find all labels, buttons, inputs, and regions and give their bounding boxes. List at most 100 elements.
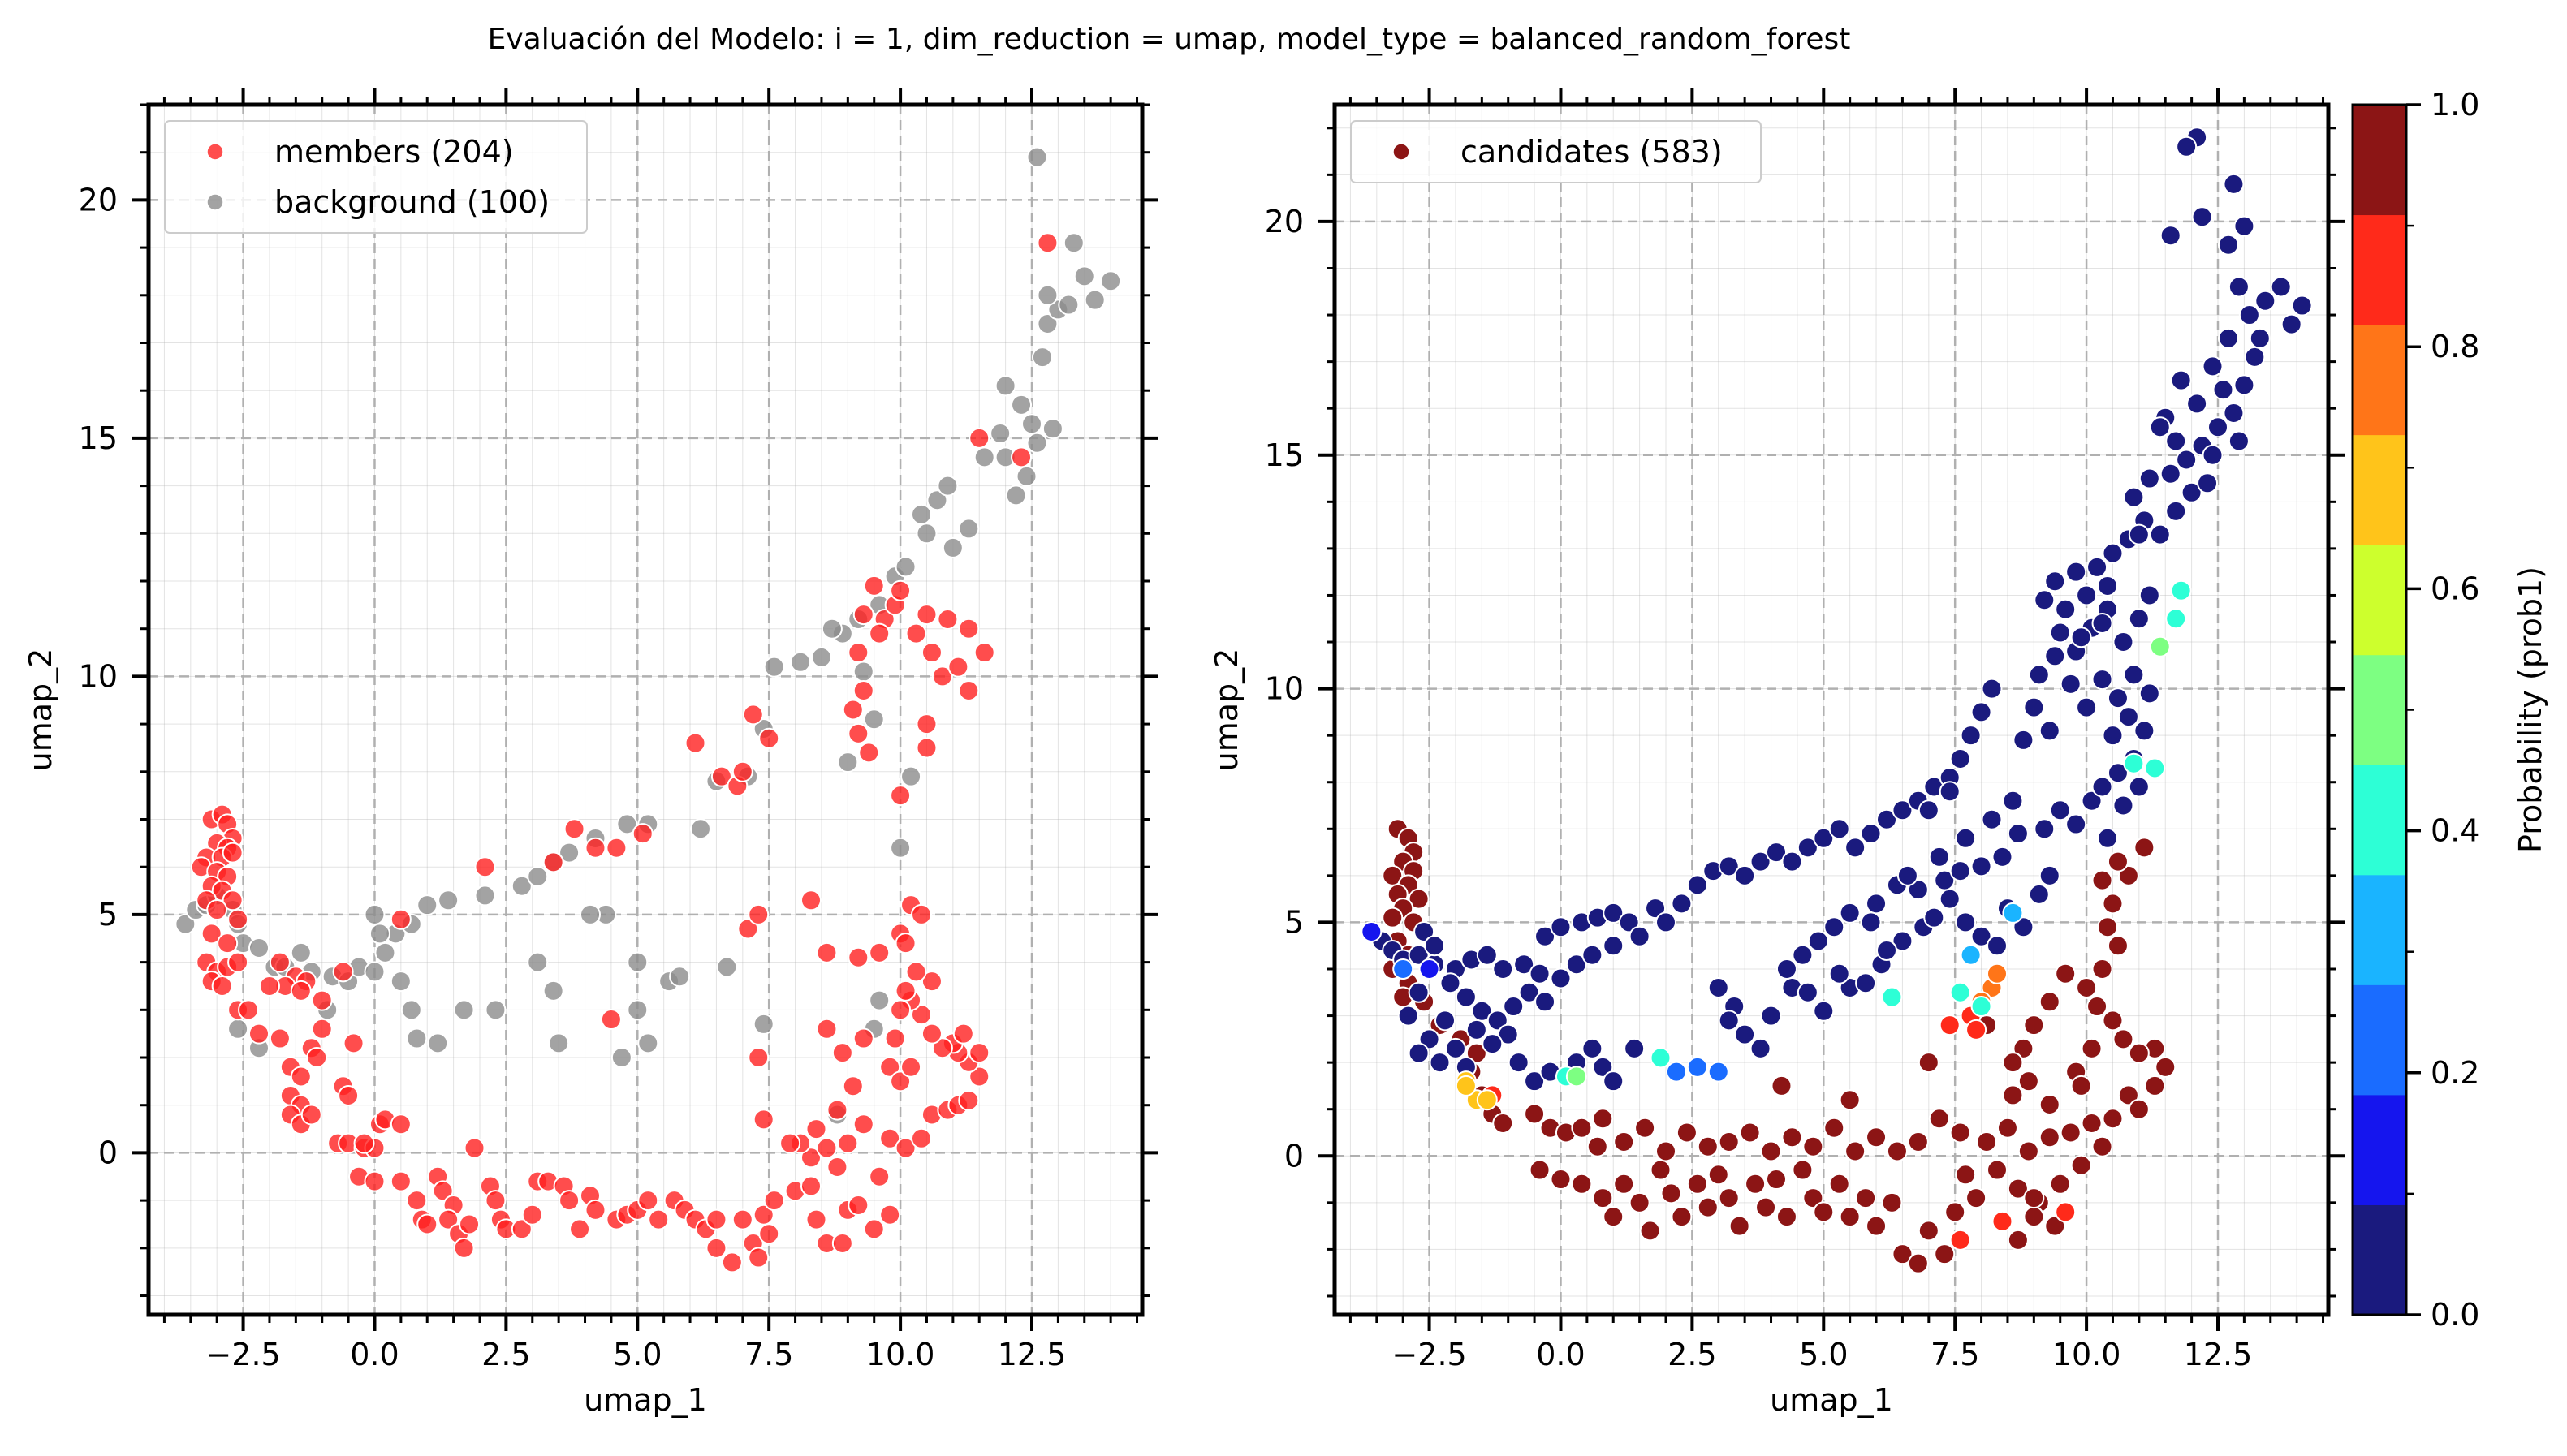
member-point <box>222 890 244 911</box>
background-point <box>559 842 580 864</box>
background-point <box>400 999 422 1021</box>
member-point <box>758 727 780 749</box>
member-point <box>763 1190 785 1212</box>
candidate-point <box>2013 729 2034 751</box>
member-point <box>895 1137 917 1159</box>
candidate-point <box>2097 916 2118 938</box>
candidate-point <box>2086 996 2108 1018</box>
member-point <box>238 999 260 1021</box>
background-point <box>1011 394 1033 416</box>
candidate-point <box>2117 706 2139 728</box>
member-point <box>632 823 654 845</box>
candidate-point <box>2044 1215 2066 1237</box>
member-point <box>737 918 759 940</box>
member-point <box>916 737 938 759</box>
member-point <box>753 1204 774 1226</box>
background-point <box>248 937 270 959</box>
colorbar-label: Probability (prob1) <box>2513 566 2548 853</box>
member-point <box>895 933 917 954</box>
candidate-point <box>1866 1126 1887 1148</box>
candidate-point <box>2086 556 2108 578</box>
member-point <box>869 1165 891 1187</box>
member-point <box>559 1190 580 1212</box>
candidate-point <box>2128 1042 2150 1064</box>
candidate-point <box>2191 206 2213 228</box>
colorbar-ticks: 0.0 0.2 0.4 0.6 0.8 1.0 <box>2406 87 2479 1333</box>
candidate-point <box>1970 996 1992 1018</box>
colorbar-bin <box>2353 434 2406 545</box>
candidate-point <box>1534 991 1556 1013</box>
candidate-point <box>2102 1108 2124 1130</box>
candidate-point <box>1671 893 1693 915</box>
background-point <box>942 536 964 558</box>
colorbar-bin <box>2353 325 2406 436</box>
candidate-point <box>1444 1037 1466 1059</box>
background-point <box>374 941 396 963</box>
candidate-point <box>2102 542 2124 564</box>
candidate-point <box>1987 1159 2008 1181</box>
member-point <box>842 1075 864 1097</box>
member-point <box>569 1218 591 1240</box>
candidate-point <box>1813 827 1835 849</box>
member-point <box>432 1180 454 1202</box>
candidate-point <box>1828 818 1850 840</box>
colorbar-bin <box>2353 765 2406 876</box>
candidate-point <box>1960 944 1982 966</box>
candidate-point <box>1965 1187 1987 1209</box>
candidate-point <box>2070 627 2092 648</box>
candidate-point <box>1686 874 1708 896</box>
candidate-point <box>1718 1187 1740 1209</box>
candidate-point <box>1603 1070 1624 1092</box>
candidate-point <box>1492 958 1514 980</box>
member-point <box>731 1208 753 1230</box>
candidate-point <box>2044 645 2066 667</box>
member-point <box>800 890 822 911</box>
candidate-point <box>1503 996 1525 1018</box>
x-tick-label: 7.5 <box>744 1337 793 1372</box>
member-point <box>805 1118 827 1140</box>
background-point <box>916 523 938 545</box>
candidate-point <box>2028 664 2050 686</box>
candidate-point <box>2123 486 2145 508</box>
member-point <box>1037 232 1059 254</box>
candidate-point <box>1823 916 1845 938</box>
candidate-point <box>2038 1126 2060 1148</box>
figure-title: Evaluación del Modelo: i = 1, dim_reduct… <box>488 23 1851 56</box>
legend-box <box>164 120 588 234</box>
candidate-point <box>2159 463 2181 485</box>
candidate-point <box>1592 1187 1614 1209</box>
candidate-point <box>1408 981 1430 1003</box>
candidate-point <box>1565 954 1587 976</box>
grid <box>149 104 1142 1315</box>
candidate-point <box>2038 864 2060 886</box>
background-point <box>1005 485 1027 506</box>
member-point <box>805 1208 827 1230</box>
candidate-point <box>1408 888 1430 910</box>
candidate-point <box>1476 944 1498 966</box>
candidate-point <box>1797 837 1818 859</box>
candidate-point <box>1624 1037 1646 1059</box>
candidate-point <box>1482 1033 1504 1055</box>
candidate-point <box>1650 1159 1672 1181</box>
candidate-point <box>1981 808 2003 830</box>
candidate-point <box>2223 173 2245 195</box>
candidate-point <box>1671 1206 1693 1228</box>
candidate-point <box>2060 673 2082 695</box>
candidate-point <box>2128 776 2150 798</box>
candidate-point <box>1660 1182 1682 1204</box>
candidate-point <box>2007 823 2029 845</box>
candidate-point <box>1839 1206 1861 1228</box>
background-point <box>790 651 812 673</box>
background-point <box>753 1013 774 1035</box>
scatter-points <box>1361 127 2313 1274</box>
candidate-point <box>2133 837 2155 859</box>
background-point <box>1063 232 1085 254</box>
background-point <box>390 971 412 993</box>
candidate-point <box>2091 958 2113 980</box>
candidate-point <box>1823 1117 1845 1139</box>
candidate-point <box>1991 1210 2013 1232</box>
candidate-point <box>2107 762 2129 784</box>
colorbar-tick-label: 1.0 <box>2431 87 2479 123</box>
member-point <box>464 1137 485 1159</box>
